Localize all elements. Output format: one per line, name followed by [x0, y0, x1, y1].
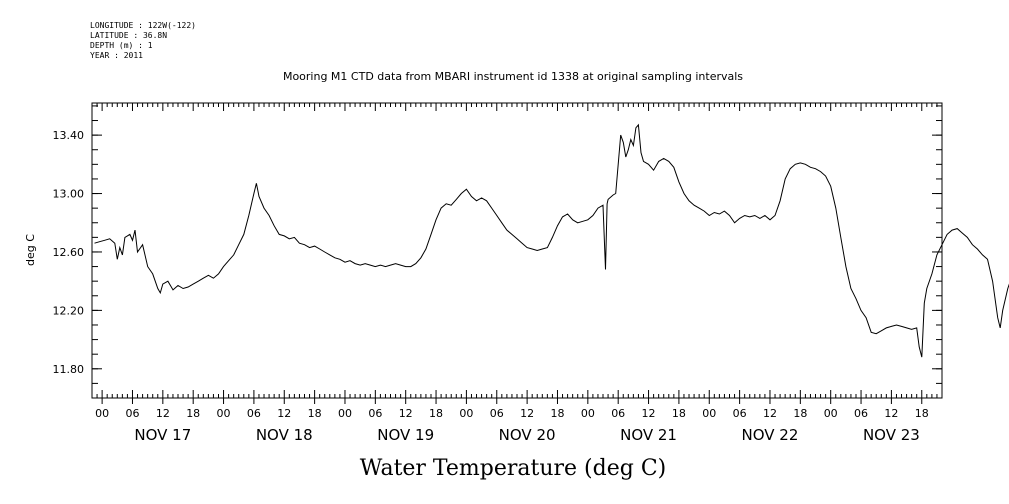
x-hour-label: 18 [308, 407, 322, 420]
x-hour-label: 00 [702, 407, 716, 420]
x-day-label: NOV 21 [620, 426, 677, 444]
x-hour-label: 06 [247, 407, 261, 420]
series-line [94, 123, 1009, 358]
x-hour-label: 00 [459, 407, 473, 420]
meta-depth: DEPTH (m) : 1 [90, 41, 153, 50]
x-hour-label: 12 [156, 407, 170, 420]
meta-longitude: LONGITUDE : 122W(-122) [90, 21, 196, 30]
x-hour-label: 12 [399, 407, 413, 420]
x-day-label: NOV 17 [134, 426, 191, 444]
x-hour-label: 00 [217, 407, 231, 420]
chart-title: Mooring M1 CTD data from MBARI instrumen… [283, 70, 743, 83]
y-tick-label: 12.20 [53, 304, 85, 317]
x-day-label: NOV 19 [377, 426, 434, 444]
x-hour-label: 06 [611, 407, 625, 420]
x-day-label: NOV 23 [863, 426, 920, 444]
y-axis-label: deg C [24, 234, 37, 266]
x-hour-label: 12 [520, 407, 534, 420]
x-hour-label: 00 [824, 407, 838, 420]
x-hour-label: 18 [793, 407, 807, 420]
y-tick-label: 11.80 [53, 363, 85, 376]
x-hour-label: 06 [854, 407, 868, 420]
x-hour-label: 18 [429, 407, 443, 420]
x-hour-label: 18 [915, 407, 929, 420]
x-hour-label: 12 [884, 407, 898, 420]
y-tick-label: 13.00 [53, 188, 85, 201]
x-hour-label: 06 [733, 407, 747, 420]
metadata-block: LONGITUDE : 122W(-122) LATITUDE : 36.8N … [90, 21, 196, 61]
x-hour-label: 06 [368, 407, 382, 420]
meta-year: YEAR : 2011 [90, 51, 143, 60]
x-day-label: NOV 22 [742, 426, 799, 444]
x-hour-label: 00 [95, 407, 109, 420]
x-hour-label: 12 [642, 407, 656, 420]
x-hour-label: 06 [490, 407, 504, 420]
x-hour-label: 12 [277, 407, 291, 420]
y-tick-label: 12.60 [53, 246, 85, 259]
x-hour-label: 00 [338, 407, 352, 420]
series-group [94, 123, 1009, 358]
x-hour-label: 18 [550, 407, 564, 420]
x-hour-label: 12 [763, 407, 777, 420]
y-tick-label: 13.40 [53, 129, 85, 142]
x-hour-label: 06 [125, 407, 139, 420]
x-day-label: NOV 20 [499, 426, 556, 444]
x-day-label: NOV 18 [256, 426, 313, 444]
meta-latitude: LATITUDE : 36.8N [90, 31, 168, 40]
x-hour-label: 18 [186, 407, 200, 420]
x-hour-label: 00 [581, 407, 595, 420]
x-hour-label: 18 [672, 407, 686, 420]
x-axis: 00 06 12 18 00 06 12 18 00 06 12 18 00 06 12 18 00 06 12 18… [91, 103, 943, 444]
x-axis-label: Water Temperature (deg C) [360, 456, 667, 481]
plot-frame [91, 102, 943, 399]
y-axis: 11.80 12.20 12.60 13.00 13.40 [53, 105, 942, 399]
